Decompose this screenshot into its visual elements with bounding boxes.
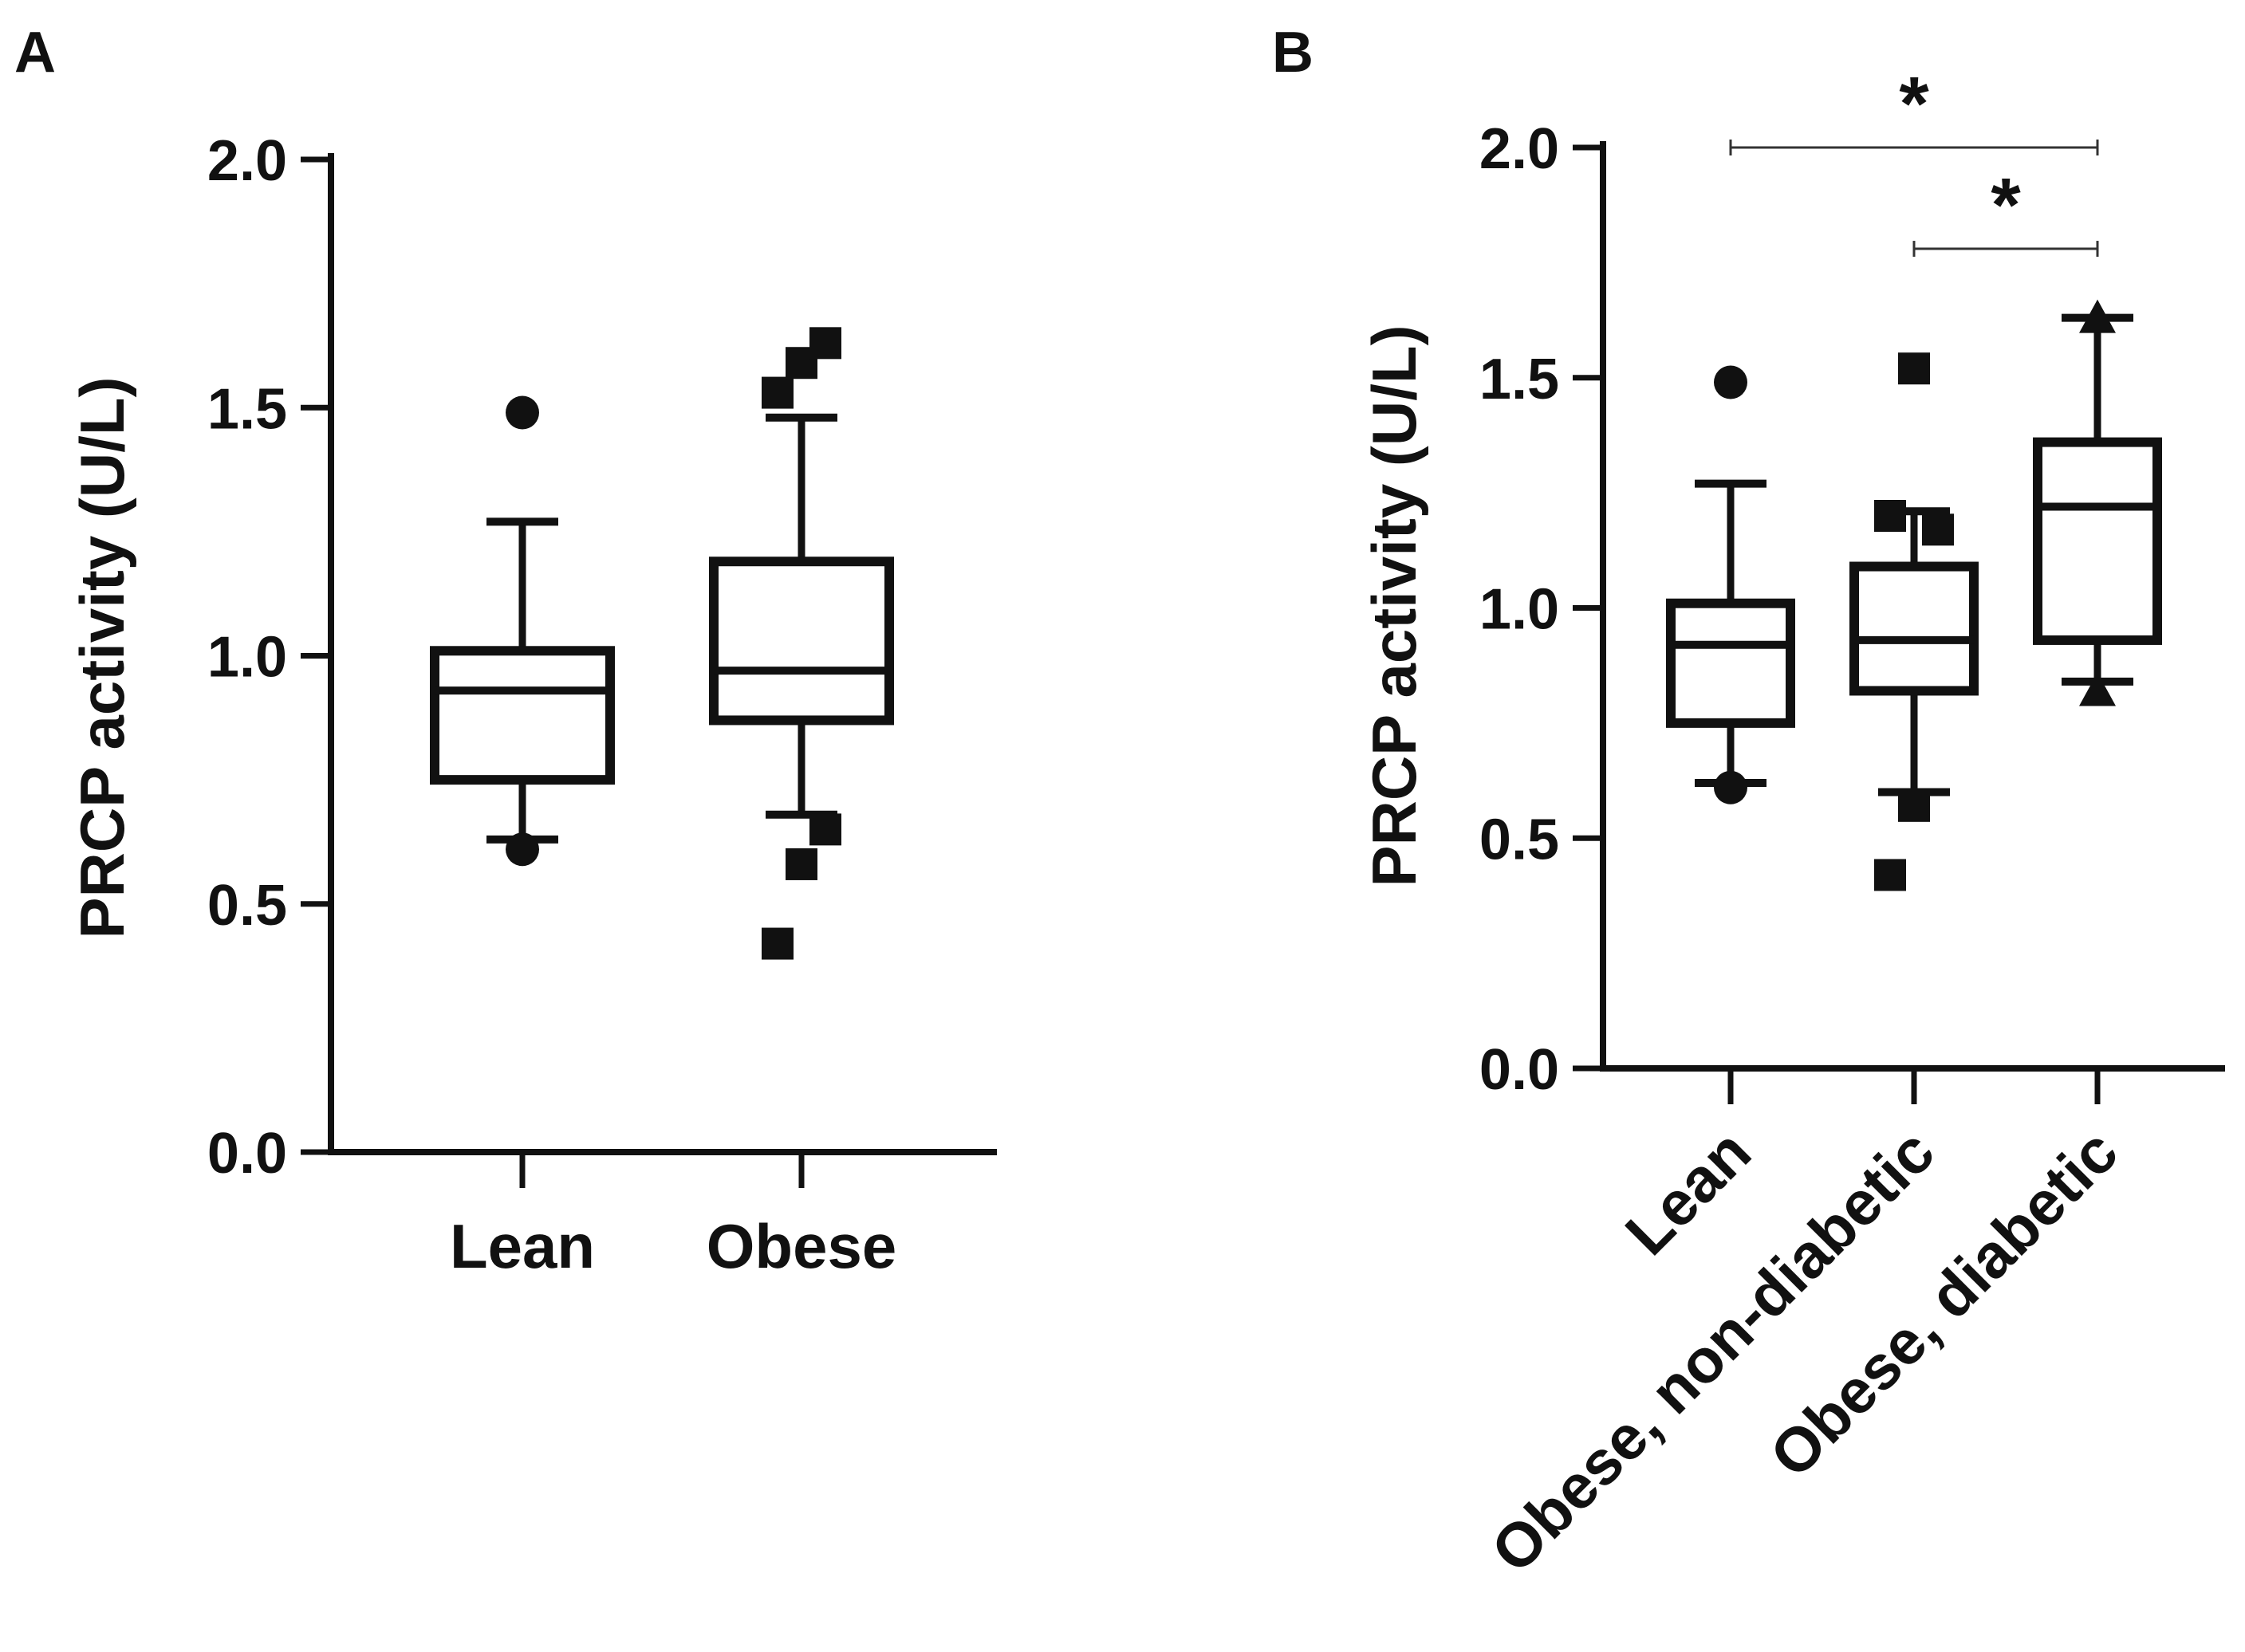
box-lean <box>430 395 615 1188</box>
y-tick-label: 0.0 <box>207 1122 287 1186</box>
box-obese-non-diabetic <box>1849 352 1979 1104</box>
y-tick-label: 1.0 <box>1479 578 1559 642</box>
y-tick-label: 1.5 <box>207 377 287 441</box>
box-iqr <box>709 557 894 726</box>
outlier-point <box>2079 672 2116 706</box>
y-tick-label: 1.5 <box>1479 348 1559 411</box>
outlier-point <box>786 848 817 880</box>
outlier-point <box>762 376 794 409</box>
significance-star: * <box>1899 61 1929 147</box>
significance-star: * <box>1991 163 2021 248</box>
outlier-point <box>2079 299 2116 333</box>
panel-a: A 0.0 0.5 1.0 1.5 2.0 PRCP activity (U/L) Lean O… <box>14 21 997 1281</box>
outlier-point <box>1922 513 1954 546</box>
significance-bracket: * <box>1912 163 2099 258</box>
outlier-point <box>809 813 841 846</box>
y-tick-label: 1.0 <box>207 626 287 690</box>
y-tick-label: 0.5 <box>1479 808 1559 871</box>
y-tick-label: 2.0 <box>1479 117 1559 181</box>
panel-label-a: A <box>14 21 56 85</box>
y-tick-label: 2.0 <box>207 129 287 193</box>
panel-label-b: B <box>1272 21 1314 85</box>
x-category-label: Lean <box>450 1211 595 1281</box>
outlier-point <box>809 327 841 360</box>
box-iqr <box>430 646 615 785</box>
box-obese-diabetic <box>2033 299 2162 1104</box>
y-tick-label: 0.0 <box>1479 1038 1559 1102</box>
outlier-point <box>1714 770 1747 804</box>
panel-b: B 0.0 0.5 1.0 1.5 2.0 PRCP activity (U/L) LeanO… <box>1272 21 2225 1586</box>
y-axis-title: PRCP activity (U/L) <box>67 376 137 938</box>
x-category-label: Obese, diabetic <box>1756 1116 2131 1491</box>
outlier-point <box>1874 500 1906 532</box>
box-lean <box>1666 365 1795 1104</box>
y-axis-title: PRCP activity (U/L) <box>1359 324 1429 887</box>
outlier-point <box>506 832 539 867</box>
box-iqr <box>2033 437 2162 645</box>
box-iqr <box>1666 598 1795 728</box>
outlier-point <box>506 395 539 430</box>
y-tick-label: 0.5 <box>207 874 287 938</box>
significance-bracket: * <box>1729 61 2099 155</box>
box-iqr <box>1849 561 1979 696</box>
outlier-point <box>1874 859 1906 891</box>
x-category-label: Lean <box>1612 1116 1764 1268</box>
outlier-point <box>1714 365 1747 399</box>
box-obese <box>709 327 894 1188</box>
outlier-point <box>1898 789 1930 822</box>
x-category-label: Obese <box>707 1211 896 1281</box>
outlier-point <box>1898 352 1930 385</box>
outlier-point <box>762 927 794 960</box>
